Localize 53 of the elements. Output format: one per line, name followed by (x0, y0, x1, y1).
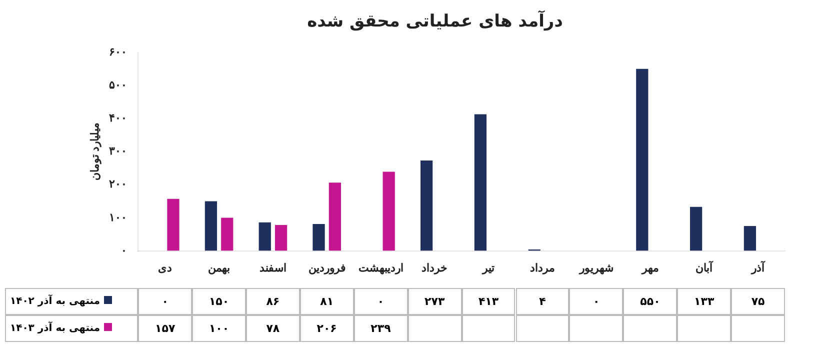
bar (221, 218, 234, 251)
x-tick-label: آبان (696, 260, 714, 274)
y-tick-label: ۵۰۰ (109, 80, 128, 92)
y-tick-label: ۰ (121, 244, 128, 257)
bar (312, 224, 325, 251)
bar (382, 172, 395, 251)
x-tick-label: بهمن (208, 262, 230, 274)
y-tick-label: ۳۰۰ (109, 146, 128, 158)
x-tick-label: اردیبهشت (358, 262, 404, 274)
x-tick-label: مهر (640, 262, 659, 274)
bar (204, 201, 218, 251)
x-tick-label: شهریور (578, 262, 614, 274)
x-tick-label: فروردین (308, 262, 346, 274)
data-label: ۲۷۳ (408, 288, 462, 315)
bar (167, 198, 180, 251)
y-tick-label: ۴۰۰ (109, 112, 128, 125)
legend-label: منتهی به آذر ۱۴۰۲ (5, 288, 138, 315)
x-tick-label: خرداد (422, 262, 448, 274)
y-tick-label: ۱۰۰ (109, 212, 128, 224)
x-tick-label: آذر (750, 260, 766, 274)
data-label: ۰ (138, 288, 192, 315)
data-label: ۷۸ (246, 315, 300, 342)
x-tick-label: دی (158, 262, 172, 274)
x-tick-label: تیر (482, 262, 495, 274)
bar (258, 222, 271, 251)
data-label: ۰ (569, 288, 624, 315)
bar (420, 160, 433, 251)
legend-label: منتهی به آذر ۱۴۰۳ (5, 315, 138, 342)
data-label: ۸۱ (300, 288, 354, 315)
bar (274, 225, 288, 251)
bar (744, 226, 756, 251)
data-label: ۴ (516, 288, 570, 315)
x-tick-label: اسفند (259, 262, 286, 274)
y-tick-label: ۶۰۰ (109, 46, 128, 58)
data-label: ۱۳۳ (677, 288, 732, 315)
data-label: ۴۱۳ (462, 288, 516, 315)
data-label: ۱۵۷ (138, 315, 192, 342)
chart-title: درآمد های عملیاتی محقق شده (307, 10, 564, 32)
data-label: ۷۵ (731, 288, 785, 315)
data-label: ۵۵۰ (623, 288, 678, 315)
bar (474, 114, 487, 251)
bar (328, 182, 341, 251)
x-tick-label: مرداد (530, 262, 555, 274)
data-label: ۰ (354, 288, 408, 315)
y-axis-title: میلیارد تومان (90, 122, 102, 181)
bar (636, 68, 648, 251)
y-tick-label: ۲۰۰ (109, 178, 128, 191)
bar (690, 206, 702, 251)
data-label: ۲۰۶ (300, 315, 354, 342)
data-label: ۲۳۹ (354, 315, 408, 342)
data-label: ۱۵۰ (192, 288, 246, 315)
data-label: ۸۶ (246, 288, 300, 315)
data-label: ۱۰۰ (192, 315, 246, 342)
